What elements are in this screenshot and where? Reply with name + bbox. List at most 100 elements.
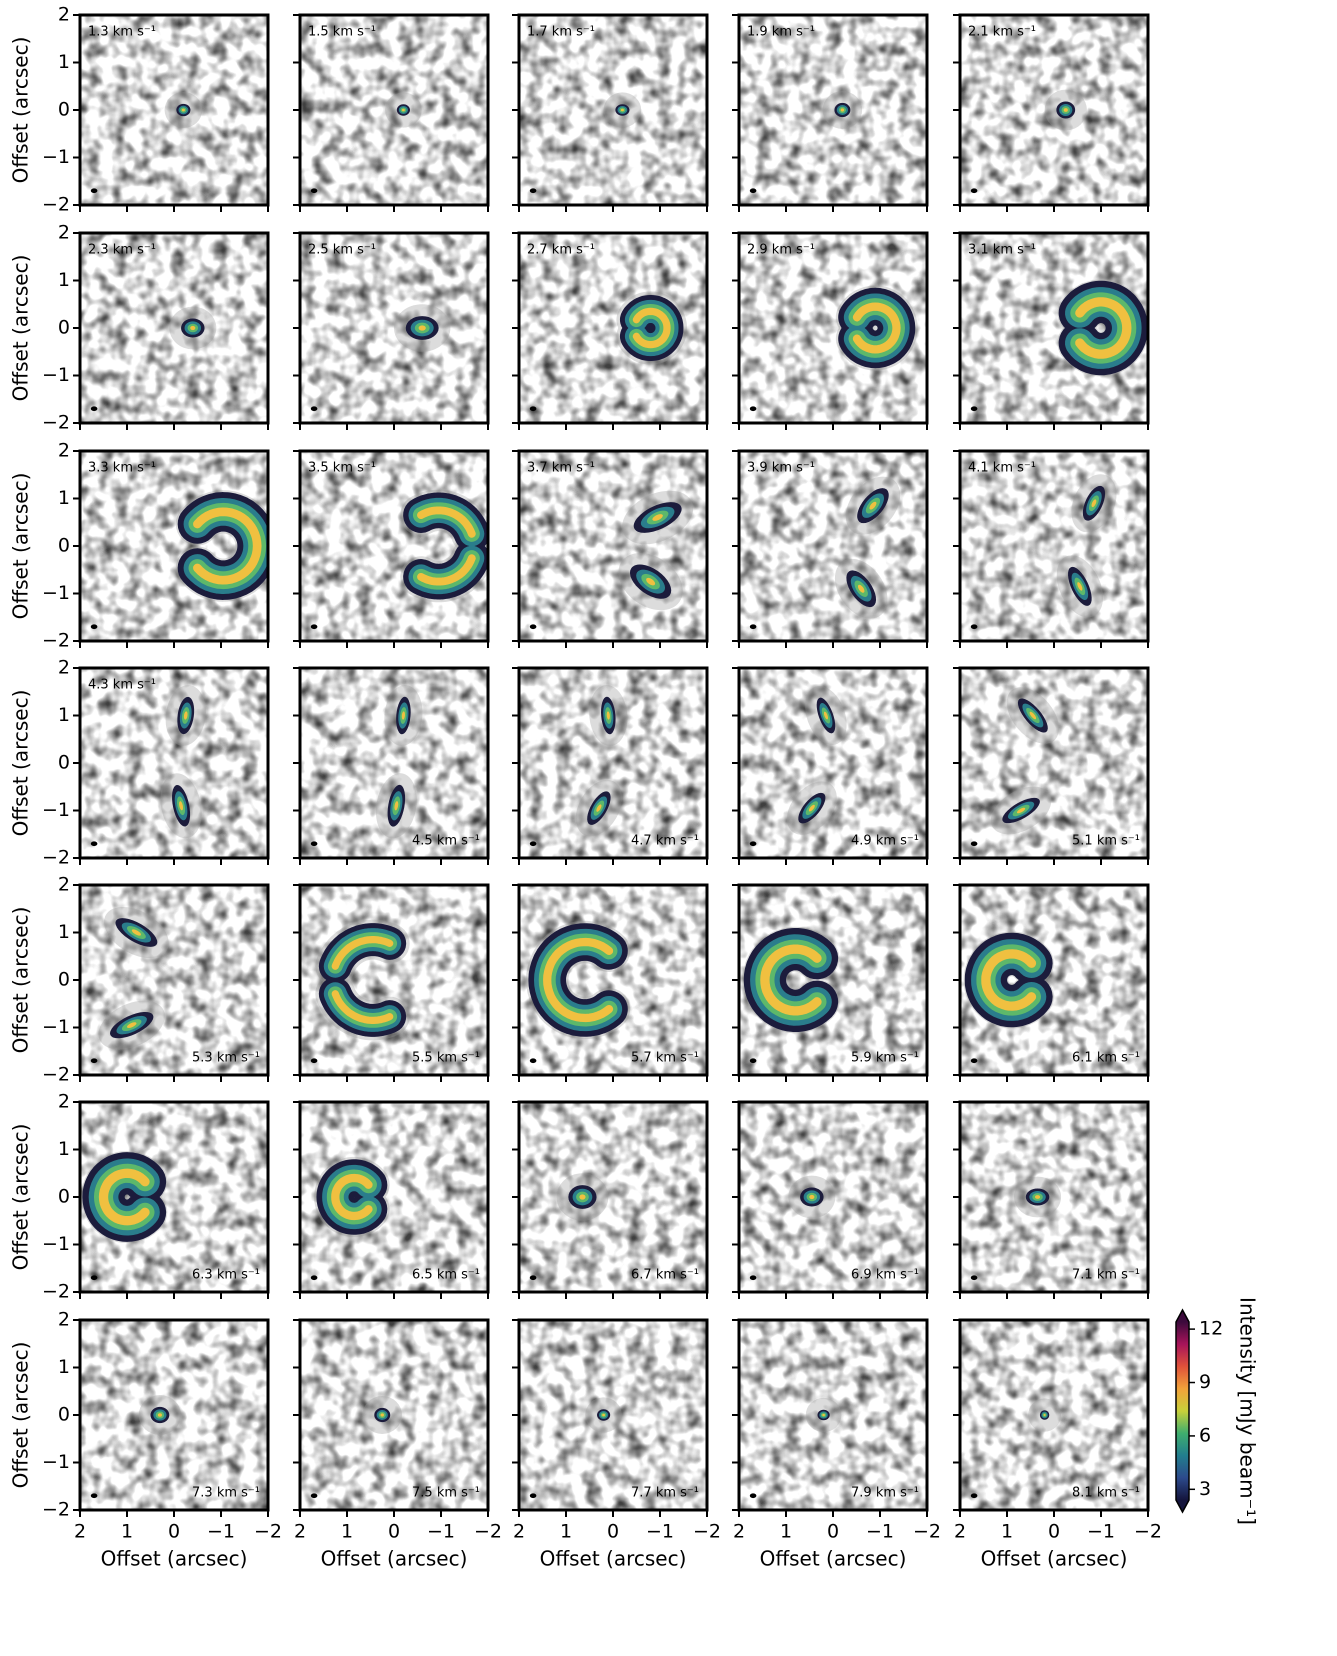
colorbar-tick-label: 3	[1199, 1478, 1211, 1500]
y-tick-label: −2	[42, 630, 70, 652]
noise	[519, 1102, 707, 1292]
channel-label: 7.5 km s⁻¹	[412, 1486, 480, 1501]
panel: 4.1 km s⁻¹	[953, 449, 1150, 648]
channel-label: 5.7 km s⁻¹	[631, 1051, 699, 1066]
emission	[417, 506, 476, 538]
x-axis-label: Offset (arcsec)	[321, 1547, 468, 1571]
x-tick-label: −2	[693, 1521, 721, 1543]
panel: 3.5 km s⁻¹	[293, 449, 490, 648]
x-tick-label: 2	[294, 1521, 306, 1543]
beam	[749, 1493, 757, 1499]
x-tick-label: 2	[74, 1521, 86, 1543]
x-tick-label: −1	[866, 1521, 894, 1543]
panel: −2 −1 0 1 2 1.3 km s⁻¹ Offset (arcsec)	[9, 4, 270, 216]
noise	[519, 15, 707, 205]
panel: 1.7 km s⁻¹	[512, 13, 709, 212]
colorbar-body	[1176, 1322, 1189, 1500]
panel: 2 1 0 −1 −2 8.1 km s⁻¹ Offset (arcsec)	[953, 1318, 1162, 1571]
channel-label: 5.1 km s⁻¹	[1072, 834, 1140, 849]
beam	[749, 1275, 757, 1281]
beam	[749, 1058, 757, 1064]
emission	[760, 944, 822, 1016]
panel: 6.1 km s⁻¹	[953, 883, 1150, 1082]
panel: −2 −1 0 1 2 6.3 km s⁻¹ Offset (arcsec)	[9, 1091, 270, 1303]
y-tick-label: −1	[42, 1016, 70, 1038]
channel-label: 4.3 km s⁻¹	[88, 678, 156, 693]
y-tick-label: −2	[42, 1064, 70, 1086]
noise	[739, 451, 927, 641]
noise	[300, 233, 488, 423]
emission	[131, 929, 141, 936]
x-axis-label: Offset (arcsec)	[101, 1547, 248, 1571]
emission	[840, 108, 845, 112]
x-axis-label: Offset (arcsec)	[540, 1547, 687, 1571]
beam	[529, 1493, 537, 1499]
beam	[310, 1058, 318, 1064]
beam	[529, 1058, 537, 1064]
panel: 3.9 km s⁻¹	[732, 449, 929, 648]
noise	[80, 233, 268, 423]
emission	[401, 711, 406, 720]
colorbar-tick-label: 12	[1199, 1318, 1223, 1340]
x-tick-label: −1	[207, 1521, 235, 1543]
noise	[960, 451, 1148, 641]
panel: 2.7 km s⁻¹	[512, 231, 709, 430]
panel: 4.7 km s⁻¹	[512, 666, 709, 865]
beam	[310, 841, 318, 847]
beam	[529, 624, 537, 630]
emission	[1029, 711, 1037, 720]
map	[960, 15, 1148, 205]
y-tick-label: 0	[58, 99, 70, 121]
y-tick-label: 0	[58, 752, 70, 774]
map	[80, 15, 268, 205]
beam	[90, 188, 98, 194]
noise	[80, 668, 268, 858]
emission	[394, 801, 399, 811]
panel: 5.9 km s⁻¹	[732, 883, 929, 1082]
noise	[739, 1320, 927, 1510]
y-axis-label: Offset (arcsec)	[9, 907, 33, 1054]
y-tick-label: 1	[58, 487, 70, 509]
emission	[331, 990, 394, 1025]
noise	[80, 1320, 268, 1510]
emission	[1043, 1413, 1046, 1417]
x-tick-label: 0	[827, 1521, 839, 1543]
beam	[749, 406, 757, 412]
y-tick-label: 2	[58, 657, 70, 679]
x-tick-label: 2	[954, 1521, 966, 1543]
panel: 2.9 km s⁻¹	[732, 231, 929, 430]
channel-label: 3.1 km s⁻¹	[968, 243, 1036, 258]
beam	[310, 406, 318, 412]
beam	[90, 1275, 98, 1281]
noise	[960, 1320, 1148, 1510]
emission	[852, 302, 901, 354]
emission	[193, 507, 262, 585]
map	[960, 233, 1148, 423]
y-axis-label: Offset (arcsec)	[9, 255, 33, 402]
noise	[80, 15, 268, 205]
channel-label: 1.5 km s⁻¹	[308, 25, 376, 40]
map	[519, 451, 707, 641]
noise	[80, 451, 268, 641]
channel-label: 6.1 km s⁻¹	[1072, 1051, 1140, 1066]
map	[739, 451, 927, 641]
beam	[529, 841, 537, 847]
y-tick-label: 0	[58, 1186, 70, 1208]
emission	[652, 514, 663, 521]
x-axis-label: Offset (arcsec)	[981, 1547, 1128, 1571]
emission	[809, 1194, 815, 1200]
beam	[529, 406, 537, 412]
emission	[418, 325, 426, 331]
y-tick-label: −2	[42, 1499, 70, 1521]
colorbar-extend-top	[1176, 1310, 1189, 1322]
beam	[970, 1493, 978, 1499]
y-tick-label: 1	[58, 704, 70, 726]
map	[519, 15, 707, 205]
y-tick-label: −1	[42, 799, 70, 821]
channel-label: 5.9 km s⁻¹	[851, 1051, 919, 1066]
y-axis-label: Offset (arcsec)	[9, 1124, 33, 1271]
y-tick-label: −1	[42, 1451, 70, 1473]
noise	[300, 451, 488, 641]
beam	[529, 1275, 537, 1281]
channel-label: 6.7 km s⁻¹	[631, 1268, 699, 1283]
